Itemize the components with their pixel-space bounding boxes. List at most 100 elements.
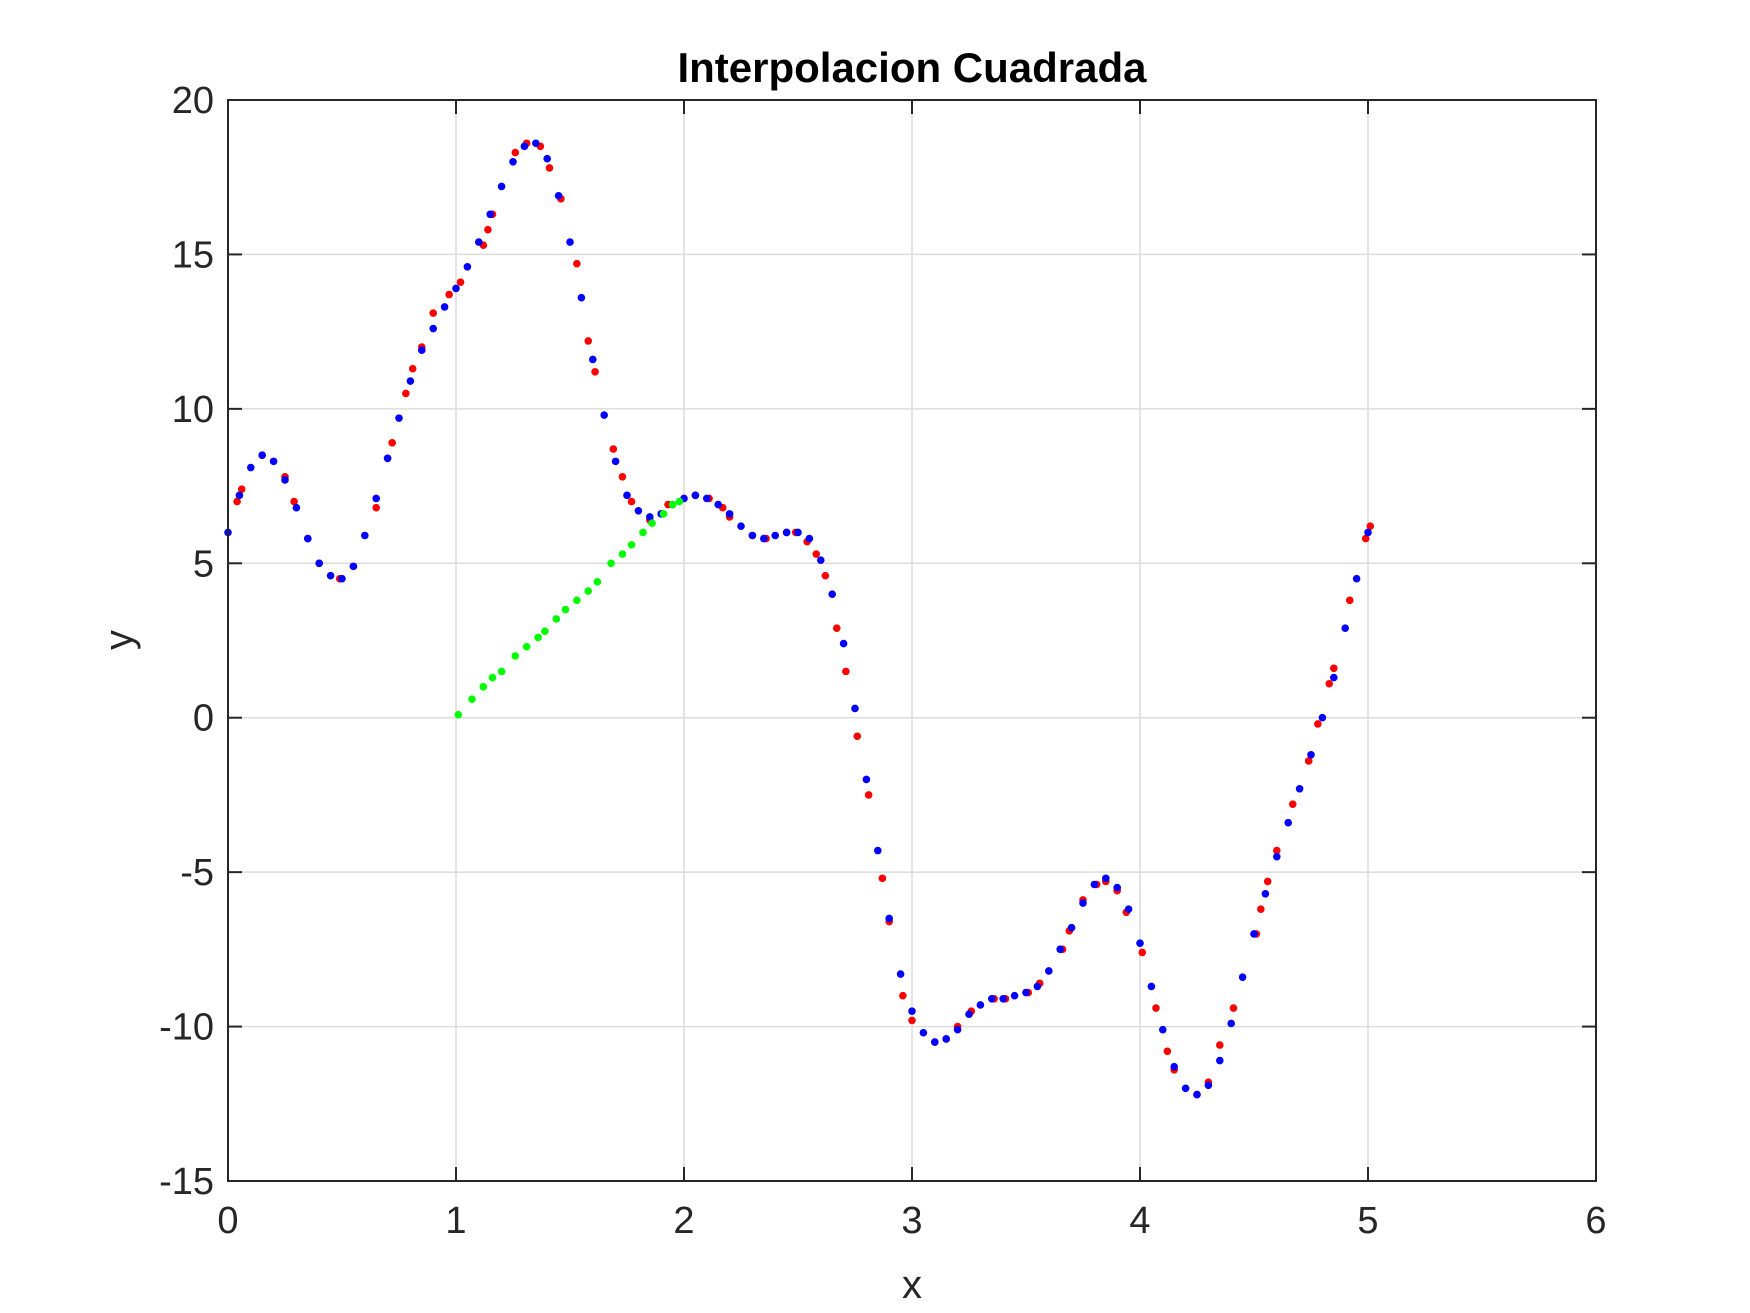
data-point bbox=[862, 775, 871, 784]
data-point bbox=[1147, 982, 1156, 991]
data-point bbox=[532, 139, 540, 148]
tick-marks bbox=[227, 99, 1597, 1182]
data-point bbox=[258, 451, 267, 459]
data-point bbox=[1193, 1090, 1201, 1099]
data-point bbox=[292, 503, 301, 512]
data-point bbox=[1138, 948, 1147, 957]
data-point bbox=[828, 590, 836, 598]
data-point bbox=[1307, 750, 1315, 759]
data-point bbox=[703, 494, 711, 503]
data-point bbox=[1067, 923, 1076, 932]
data-point bbox=[372, 503, 381, 512]
y-tick-label: -10 bbox=[159, 1007, 214, 1049]
data-point bbox=[1152, 1004, 1160, 1012]
data-point bbox=[511, 652, 520, 660]
data-point bbox=[383, 454, 392, 463]
data-point bbox=[1341, 624, 1349, 632]
data-point bbox=[577, 293, 586, 302]
data-point bbox=[817, 556, 825, 564]
data-point bbox=[668, 500, 677, 509]
x-tick-label: 4 bbox=[1129, 1200, 1150, 1242]
data-point bbox=[821, 571, 830, 580]
data-point bbox=[1250, 930, 1258, 938]
data-point bbox=[878, 874, 887, 883]
data-point bbox=[812, 550, 821, 558]
data-point bbox=[541, 627, 549, 636]
data-point bbox=[1361, 534, 1370, 543]
x-tick-label: 3 bbox=[901, 1200, 922, 1242]
data-point bbox=[429, 324, 438, 333]
data-point bbox=[748, 531, 757, 540]
data-point bbox=[552, 615, 561, 623]
data-point bbox=[1257, 905, 1265, 914]
data-point bbox=[851, 704, 859, 713]
data-point bbox=[1366, 522, 1375, 531]
data-point bbox=[839, 639, 848, 648]
chart-title: Interpolacion Cuadrada bbox=[677, 44, 1147, 91]
data-point bbox=[573, 596, 581, 605]
data-point bbox=[976, 1001, 985, 1009]
data-point bbox=[440, 303, 449, 311]
data-point bbox=[737, 522, 745, 531]
data-point bbox=[315, 559, 324, 568]
data-point bbox=[326, 571, 335, 580]
data-point bbox=[691, 491, 700, 500]
data-point bbox=[1314, 720, 1322, 728]
data-point bbox=[593, 578, 602, 586]
data-point bbox=[942, 1035, 950, 1043]
y-axis-label: y bbox=[97, 630, 141, 650]
data-point bbox=[372, 494, 381, 503]
data-point bbox=[1229, 1004, 1238, 1012]
data-point bbox=[931, 1038, 939, 1046]
data-point bbox=[611, 457, 620, 466]
data-point bbox=[1170, 1062, 1178, 1071]
data-point bbox=[1318, 713, 1327, 722]
data-point bbox=[554, 191, 563, 200]
data-point bbox=[1238, 973, 1247, 981]
data-point bbox=[454, 710, 463, 719]
data-point bbox=[853, 732, 862, 741]
data-point bbox=[1079, 899, 1087, 907]
data-point bbox=[488, 673, 497, 682]
data-point bbox=[1284, 818, 1292, 827]
data-point bbox=[842, 667, 850, 676]
data-point bbox=[545, 164, 554, 172]
data-point bbox=[627, 540, 636, 549]
data-point bbox=[1345, 596, 1354, 605]
data-point bbox=[1261, 889, 1270, 898]
data-point bbox=[281, 476, 289, 484]
data-point bbox=[1288, 800, 1297, 808]
x-tick-label: 5 bbox=[1357, 1200, 1378, 1242]
data-point bbox=[659, 510, 668, 518]
data-point bbox=[607, 559, 615, 568]
data-point bbox=[388, 439, 396, 447]
data-point bbox=[609, 445, 618, 453]
data-point bbox=[600, 411, 608, 419]
data-point bbox=[584, 337, 593, 345]
y-tick-label: 20 bbox=[172, 80, 214, 122]
data-point bbox=[646, 513, 654, 521]
data-point bbox=[584, 587, 593, 595]
data-point bbox=[452, 284, 460, 293]
x-tick-label: 2 bbox=[673, 1200, 694, 1242]
data-point bbox=[497, 182, 506, 191]
data-point bbox=[953, 1025, 962, 1034]
data-point bbox=[509, 157, 517, 166]
data-point bbox=[1136, 939, 1144, 947]
data-point bbox=[634, 506, 643, 515]
data-point bbox=[1263, 877, 1272, 886]
data-point bbox=[782, 528, 791, 537]
data-point bbox=[627, 497, 636, 506]
data-point bbox=[999, 994, 1007, 1003]
data-point bbox=[1102, 874, 1110, 883]
data-point bbox=[1181, 1084, 1190, 1093]
data-point bbox=[1163, 1047, 1172, 1056]
data-point bbox=[475, 238, 483, 246]
y-tick-label: 15 bbox=[172, 234, 214, 276]
data-point bbox=[349, 562, 358, 571]
data-point bbox=[479, 683, 488, 691]
grid-lines bbox=[228, 100, 1596, 1181]
data-point bbox=[1216, 1041, 1224, 1049]
data-point bbox=[1273, 852, 1281, 861]
data-point bbox=[497, 667, 506, 676]
